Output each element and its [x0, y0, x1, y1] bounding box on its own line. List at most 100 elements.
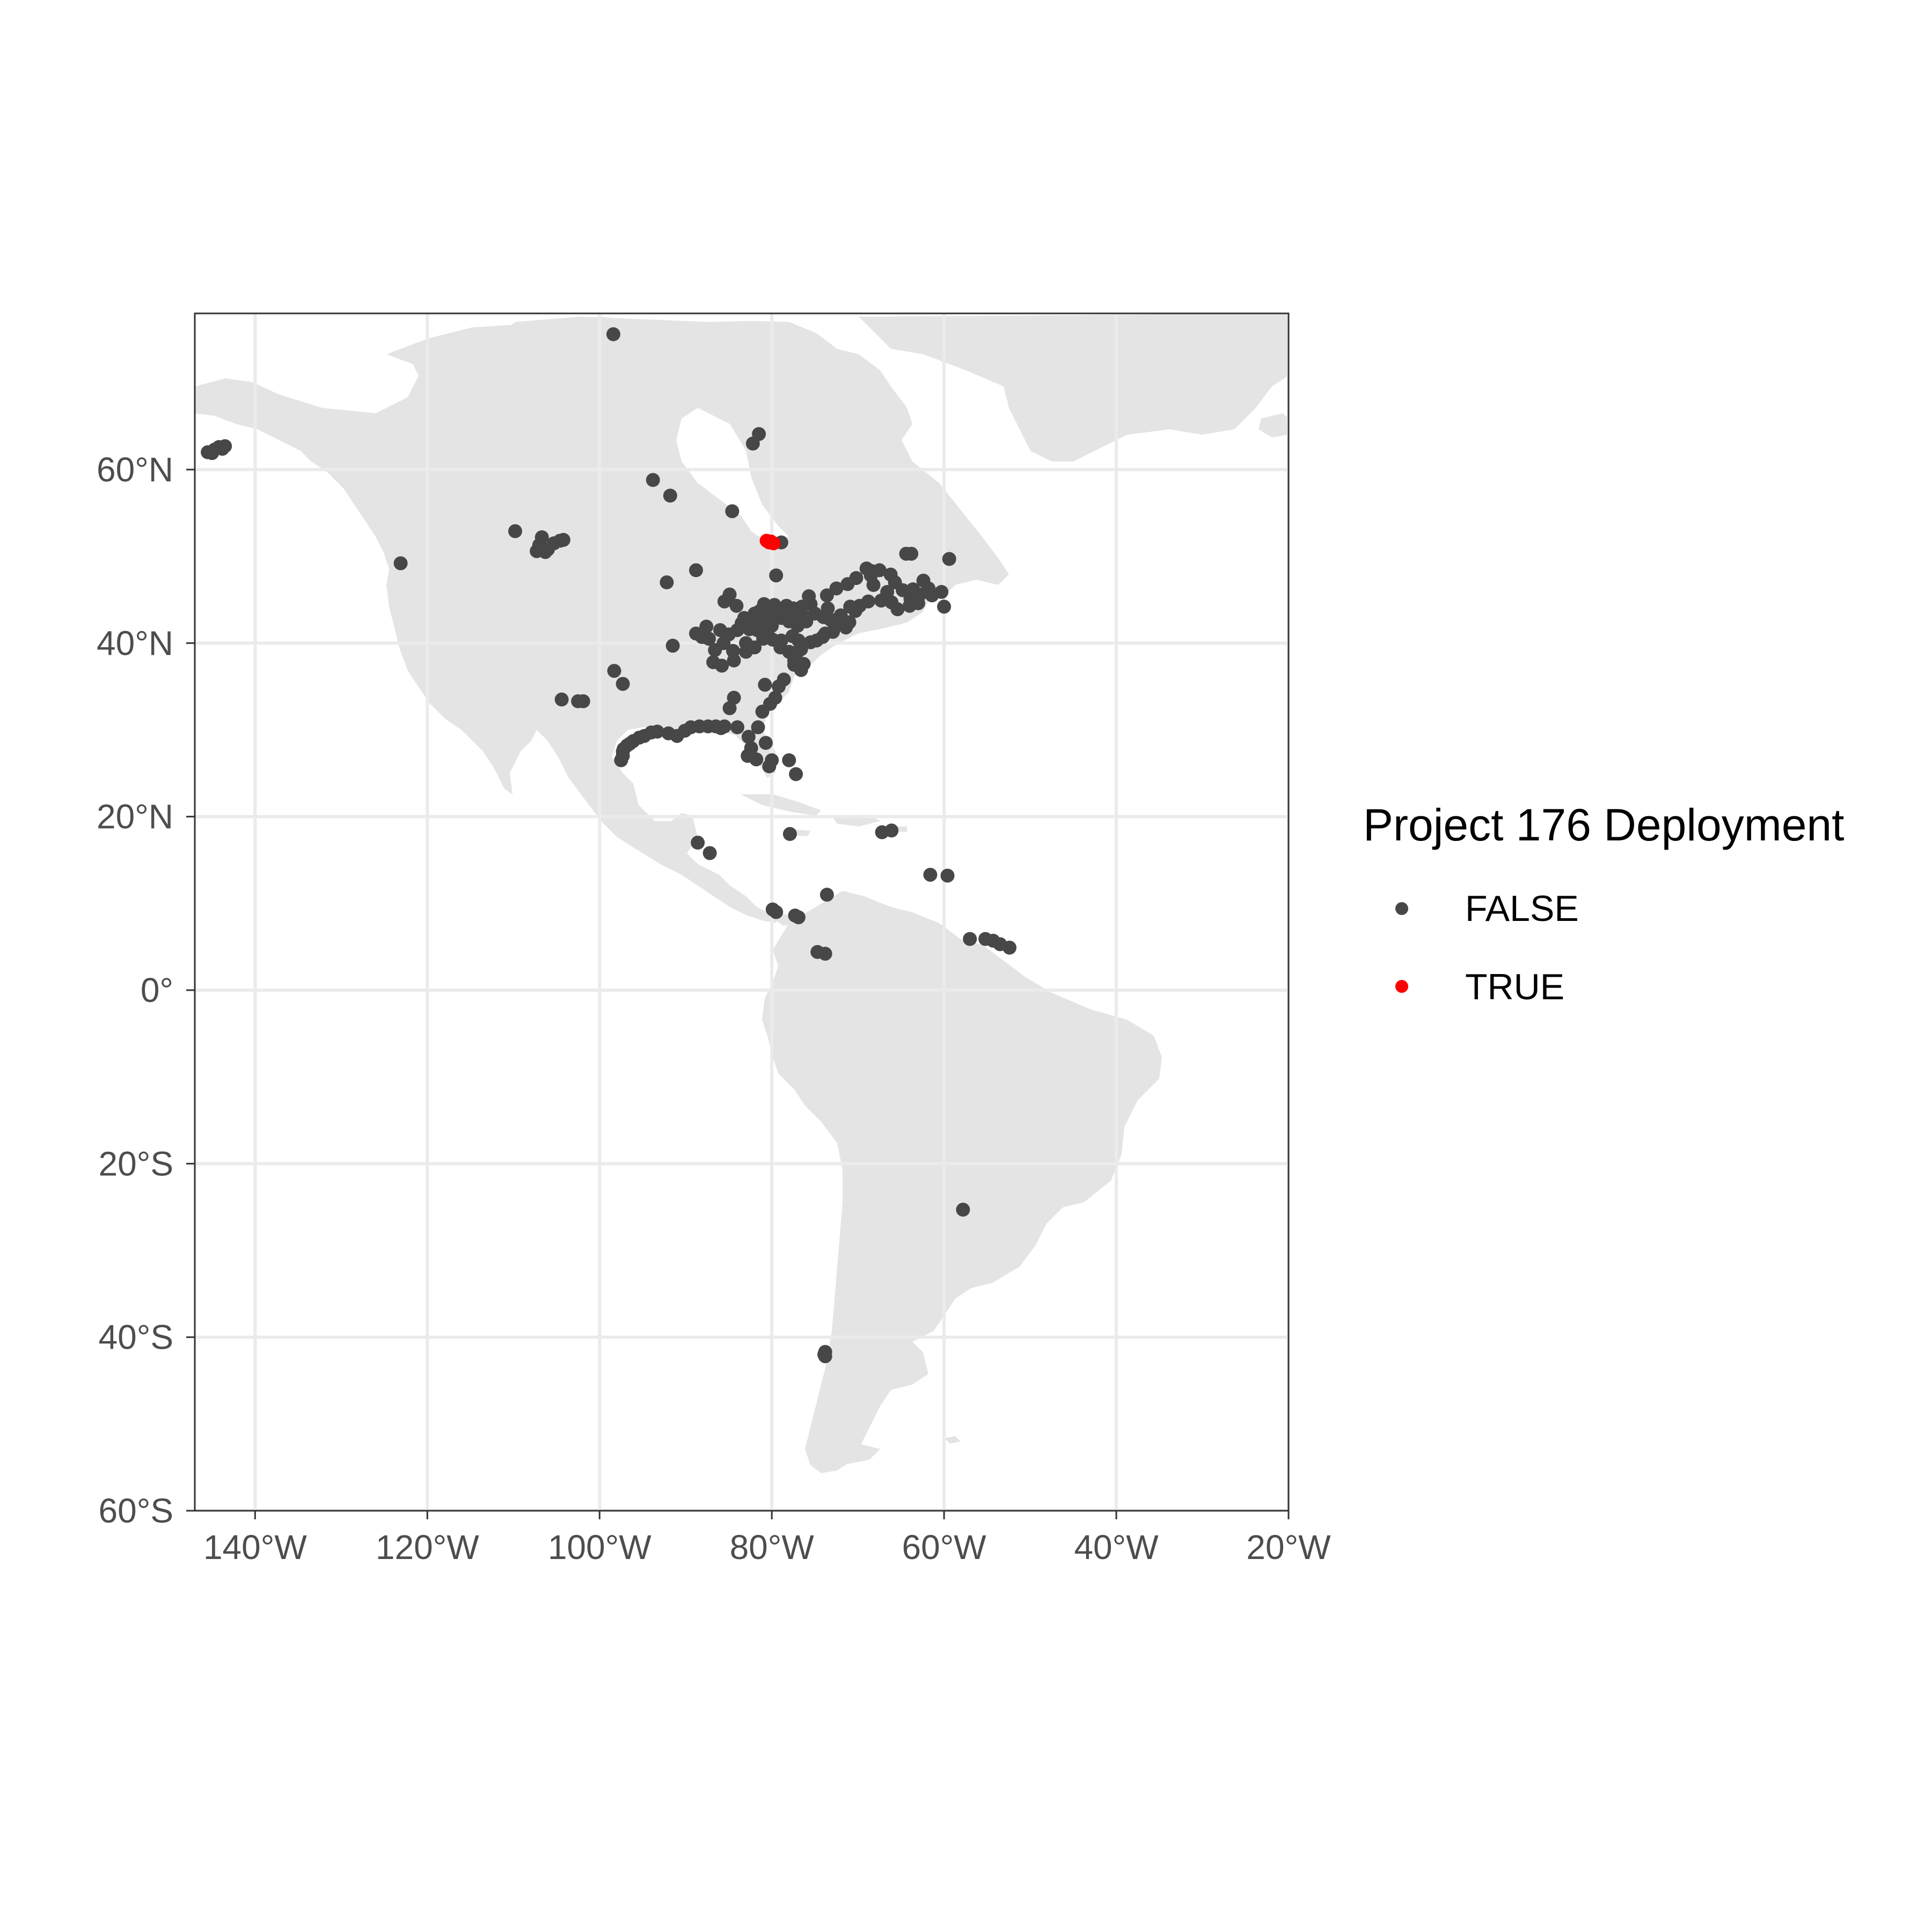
point-false	[689, 563, 703, 577]
point-false	[937, 599, 952, 614]
point-false	[773, 605, 788, 619]
point-false	[866, 578, 881, 592]
point-false	[508, 524, 522, 538]
y-tick-label: 60°S	[99, 1491, 173, 1530]
point-false	[902, 598, 917, 613]
legend-label-false: FALSE	[1465, 888, 1579, 929]
point-false	[741, 729, 756, 744]
point-false	[741, 749, 755, 763]
point-false	[782, 614, 796, 628]
point-false	[940, 868, 955, 883]
point-false	[782, 753, 796, 767]
x-tick-label: 60°W	[902, 1528, 987, 1567]
point-false	[884, 823, 899, 838]
point-false	[833, 608, 848, 623]
x-tick-label: 40°W	[1074, 1528, 1159, 1567]
point-false	[215, 442, 230, 456]
point-false	[755, 705, 770, 719]
point-false	[715, 658, 729, 673]
point-false	[713, 623, 727, 638]
x-tick-label: 120°W	[376, 1528, 479, 1567]
point-false	[702, 846, 717, 860]
x-axis: 140°W 120°W 100°W 80°W 60°W 40°W 20°W	[203, 1511, 1331, 1567]
point-false	[554, 692, 569, 707]
point-false	[756, 632, 771, 646]
point-false	[646, 473, 660, 487]
point-false	[794, 642, 808, 656]
legend-title: Project 176 Deployment	[1363, 800, 1844, 850]
point-false	[791, 910, 806, 925]
point-false	[762, 759, 777, 773]
point-false	[772, 679, 786, 694]
point-false	[725, 504, 740, 518]
point-false	[576, 694, 590, 708]
tierra-del-fuego	[826, 1436, 961, 1465]
point-false	[745, 436, 760, 451]
point-false	[532, 538, 546, 552]
point-false	[829, 581, 844, 596]
point-false	[839, 620, 853, 635]
point-false	[702, 632, 716, 646]
point-false	[925, 588, 939, 603]
point-false	[769, 568, 784, 583]
legend: Project 176 Deployment FALSE TRUE	[1363, 800, 1844, 1007]
greenland-landmass	[880, 313, 1289, 462]
point-false	[758, 677, 772, 692]
y-tick-label: 0°	[141, 971, 173, 1009]
point-false	[963, 932, 977, 946]
y-tick-label: 60°N	[97, 450, 173, 489]
hudson-bay-water	[676, 408, 789, 542]
point-false	[751, 720, 765, 735]
point-false	[768, 691, 782, 705]
point-false	[726, 643, 740, 658]
point-false	[956, 1203, 970, 1217]
y-tick-label: 40°N	[97, 624, 173, 662]
point-false	[606, 327, 620, 341]
south-america-landmass	[762, 891, 1162, 1473]
data-points	[201, 327, 1017, 1364]
point-false	[699, 619, 714, 634]
x-tick-label: 140°W	[203, 1528, 307, 1567]
point-false	[717, 594, 731, 609]
point-false	[691, 836, 705, 850]
point-false	[650, 724, 664, 739]
point-false	[714, 721, 728, 735]
point-false	[923, 867, 938, 882]
point-false	[880, 584, 895, 599]
point-false	[906, 582, 920, 597]
caribbean-islands	[741, 794, 907, 836]
point-false	[782, 827, 797, 841]
point-false	[729, 598, 744, 613]
legend-label-true: TRUE	[1465, 967, 1564, 1007]
x-tick-label: 100°W	[548, 1528, 652, 1567]
point-false	[756, 614, 771, 628]
point-false	[748, 640, 762, 655]
point-false	[817, 1348, 832, 1362]
y-tick-label: 20°N	[97, 797, 173, 836]
iceland-landmass	[1258, 413, 1289, 437]
point-false	[623, 736, 637, 751]
point-false	[660, 575, 674, 590]
map-panel	[194, 312, 1290, 1512]
point-false	[819, 888, 834, 902]
point-false	[818, 947, 832, 961]
point-false	[872, 563, 887, 577]
point-false	[1002, 940, 1017, 955]
point-false	[786, 601, 801, 616]
gridlines	[195, 313, 1289, 1511]
point-false	[616, 677, 630, 691]
point-false	[787, 657, 801, 672]
point-false	[789, 767, 803, 781]
y-axis: 60°N 40°N 20°N 0° 20°S 40°S 60°S	[97, 450, 195, 1530]
point-false	[663, 488, 677, 503]
point-false	[722, 701, 737, 715]
point-false	[769, 905, 784, 919]
point-false	[665, 639, 680, 653]
point-false	[821, 601, 835, 616]
panel-border	[194, 312, 1290, 1512]
point-false	[730, 720, 744, 735]
point-false	[393, 556, 408, 570]
legend-key-true	[1395, 980, 1408, 993]
x-tick-label: 80°W	[730, 1528, 815, 1567]
point-false	[849, 571, 863, 586]
